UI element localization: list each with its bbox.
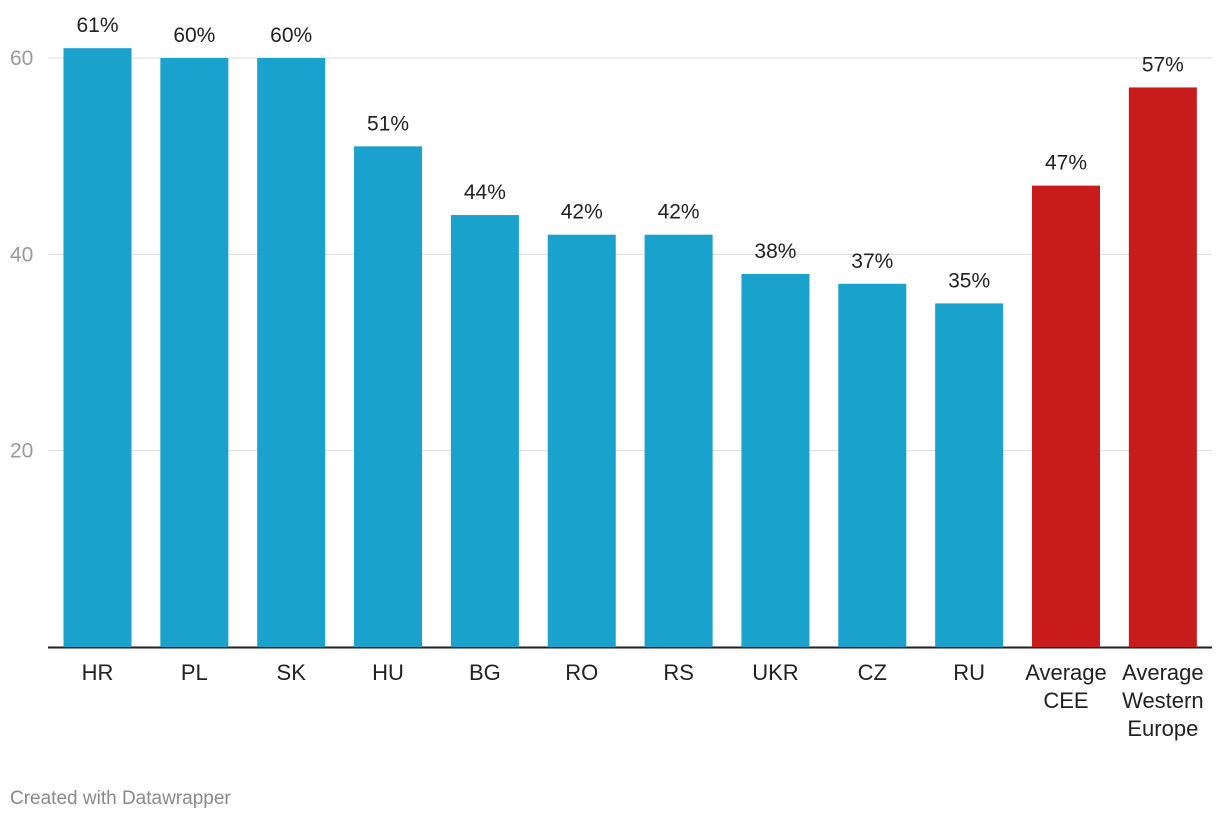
bar-pl	[160, 58, 229, 647]
value-label: 60%	[173, 24, 215, 47]
value-label: 37%	[851, 250, 893, 273]
value-label: 42%	[561, 201, 603, 224]
y-tick-label-20: 20	[10, 440, 33, 463]
y-tick-label-60: 60	[10, 47, 33, 70]
bar-sk	[257, 58, 326, 647]
bar-hr	[63, 48, 132, 647]
value-label: 38%	[754, 240, 796, 263]
value-label: 61%	[76, 14, 118, 37]
x-tick-label: PL	[181, 660, 208, 685]
x-tick-label: RO	[565, 660, 598, 685]
x-tick-label: RU	[953, 660, 985, 685]
y-tick-label-40: 40	[10, 243, 33, 266]
x-tick-label: BG	[469, 660, 501, 685]
bar-hu	[354, 146, 423, 647]
value-label: 57%	[1142, 53, 1184, 76]
credit-text[interactable]: Created with Datawrapper	[10, 788, 231, 809]
bar-rs	[644, 234, 713, 647]
x-tick-label: SK	[277, 660, 307, 685]
value-label: 42%	[658, 201, 700, 224]
x-tick-label: Average Western Europe	[1122, 660, 1204, 741]
bars	[63, 48, 1197, 648]
x-tick-label: CZ	[858, 660, 887, 685]
value-label: 60%	[270, 24, 312, 47]
x-tick-label: Average CEE	[1025, 660, 1107, 713]
bar-bg	[450, 215, 519, 648]
x-tick-label: HU	[372, 660, 404, 685]
bar-ru	[935, 303, 1004, 647]
bar-average-western-europe	[1128, 87, 1197, 647]
gridlines	[48, 57, 1212, 649]
x-tick-label: RS	[663, 660, 694, 685]
value-label: 35%	[948, 269, 990, 292]
x-tick-label: UKR	[752, 660, 798, 685]
labels: 20 40 60 61% HR 60% PL 60% SK 51% HU 44% BG 42% RO 42% R…	[10, 14, 1204, 741]
x-tick-label: HR	[82, 660, 114, 685]
bar-cz	[838, 283, 907, 647]
value-label: 51%	[367, 112, 409, 135]
bar-average-cee	[1032, 185, 1100, 647]
value-label: 44%	[464, 181, 506, 204]
bar-ro	[547, 234, 616, 647]
bar-ukr	[741, 273, 810, 647]
value-label: 47%	[1045, 152, 1087, 175]
